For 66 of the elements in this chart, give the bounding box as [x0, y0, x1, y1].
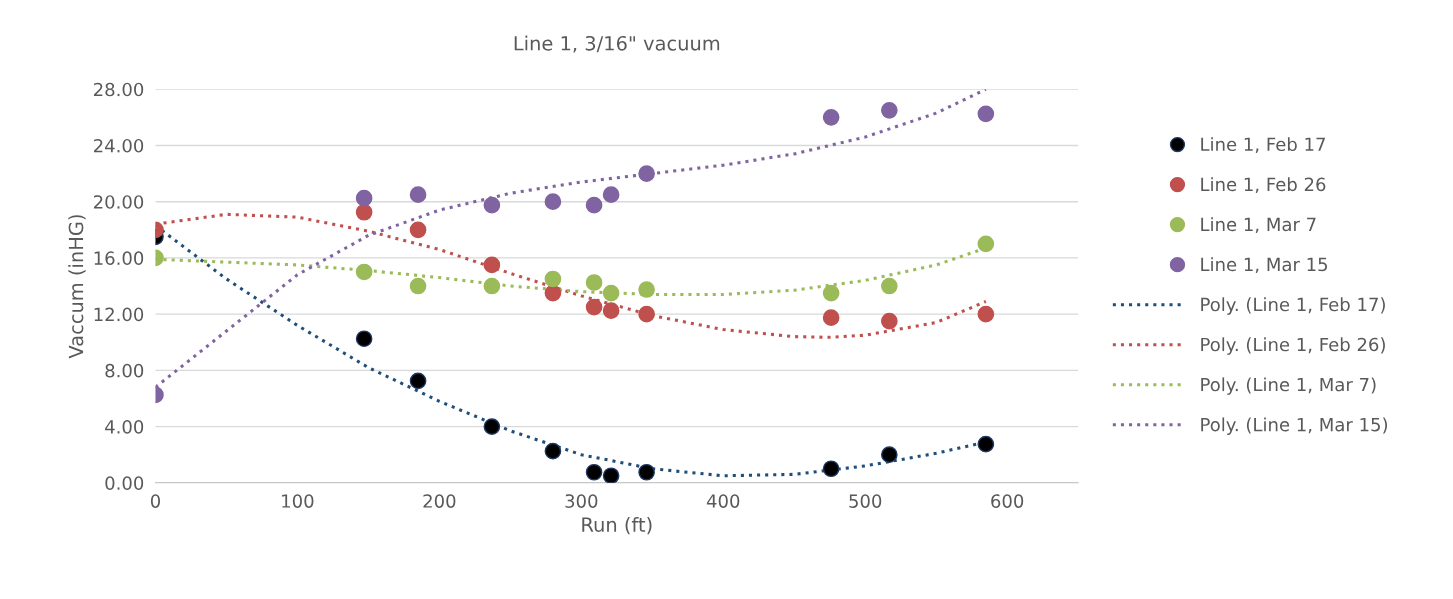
- legend-label: Line 1, Mar 7: [1201, 217, 1316, 234]
- legend-label: Poly. (Line 1, Feb 26): [1201, 337, 1385, 355]
- point: [881, 101, 898, 119]
- legend-label: Poly. (Line 1, Feb 17): [1201, 297, 1385, 315]
- x-tick-label: 500: [849, 494, 882, 508]
- point: [638, 463, 655, 481]
- point: [585, 463, 603, 481]
- point: [483, 196, 501, 214]
- point: [544, 270, 562, 288]
- point: [638, 165, 655, 182]
- point: [409, 186, 427, 203]
- point: [355, 189, 373, 207]
- x-tick-label: 0: [150, 494, 161, 508]
- point: [585, 298, 603, 316]
- point: [585, 196, 603, 214]
- y-tick-label: 24.00: [93, 138, 144, 153]
- y-tick-label: 12.00: [94, 307, 144, 322]
- y-tick-label: 0.00: [105, 476, 144, 490]
- point: [409, 372, 427, 390]
- x-tick-label: 200: [423, 494, 456, 508]
- point: [602, 467, 620, 483]
- point: [483, 256, 501, 274]
- point: [355, 203, 373, 221]
- point: [409, 277, 427, 295]
- legend-label: Line 1, Mar 15: [1201, 257, 1328, 274]
- point: [822, 109, 840, 126]
- point: [977, 435, 995, 453]
- point: [977, 235, 995, 253]
- legend-label: Line 1, Feb 17: [1201, 137, 1325, 153]
- point: [355, 263, 373, 281]
- point: [544, 442, 562, 460]
- y-tick-label: 8.00: [105, 363, 144, 378]
- point: [409, 221, 427, 239]
- x-tick-label: 300: [565, 494, 598, 508]
- point: [585, 274, 603, 291]
- point: [638, 281, 655, 298]
- point: [881, 446, 898, 464]
- point: [544, 193, 562, 211]
- point: [822, 284, 840, 302]
- chart-title: Line 1, 3/16" vacuum: [514, 35, 720, 53]
- point: [602, 186, 620, 203]
- point: [977, 305, 995, 323]
- x-tick-label: 400: [706, 494, 740, 508]
- legend-label: Poly. (Line 1, Mar 7): [1201, 377, 1376, 395]
- point: [355, 330, 373, 348]
- point: [638, 305, 655, 323]
- y-tick-label: 28.00: [93, 82, 144, 97]
- legend-label: Line 1, Feb 26: [1201, 177, 1326, 193]
- point: [544, 284, 562, 302]
- x-axis-title: Run (ft): [582, 516, 652, 535]
- y-axis-title: Vaccum (inHG): [68, 215, 86, 359]
- y-tick-label: 16.00: [94, 251, 144, 266]
- point: [483, 277, 501, 295]
- point: [483, 418, 501, 435]
- point: [822, 460, 840, 478]
- point: [602, 302, 620, 319]
- y-tick-label: 4.00: [105, 420, 144, 434]
- point: [977, 105, 995, 123]
- legend-label: Poly. (Line 1, Mar 15): [1201, 417, 1388, 435]
- point: [602, 284, 620, 302]
- y-tick-label: 20.00: [93, 195, 144, 209]
- point: [881, 277, 898, 295]
- x-tick-label: 600: [991, 494, 1024, 508]
- point: [881, 312, 898, 330]
- x-tick-label: 100: [282, 494, 314, 508]
- point: [822, 309, 840, 326]
